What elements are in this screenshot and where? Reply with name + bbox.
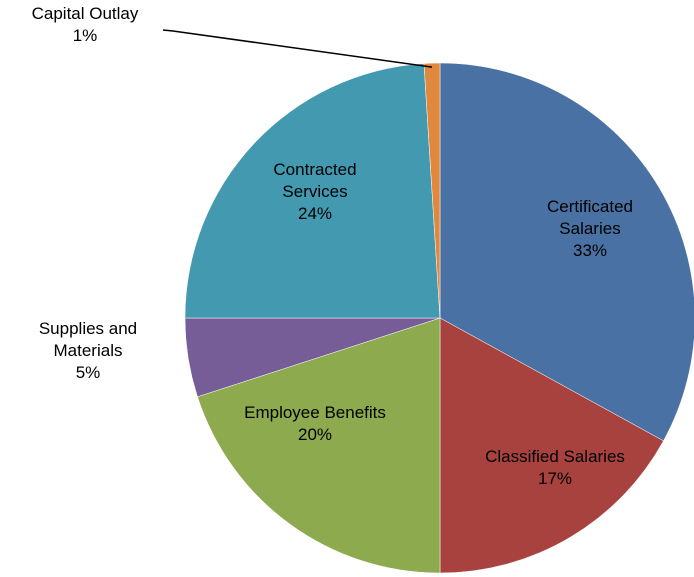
slice-label: Contracted Services 24% [250, 159, 380, 225]
slice-name: Supplies and Materials [38, 319, 138, 360]
slice-name: Employee Benefits [244, 403, 386, 422]
slice-percent: 1% [72, 26, 98, 45]
slice-label: Supplies and Materials 5% [23, 318, 153, 384]
slice-percent: 5% [75, 363, 101, 382]
slice-percent: 24% [297, 204, 333, 223]
pie-slice [197, 317, 441, 574]
pie-slice [439, 62, 694, 442]
slice-name: Contracted Services [273, 160, 357, 201]
slice-percent: 33% [572, 241, 608, 260]
slice-percent: 17% [537, 469, 573, 488]
leader-line [162, 29, 433, 68]
pie-slice [184, 63, 441, 319]
pie-slice [423, 62, 441, 319]
slice-label: Capital Outlay 1% [0, 3, 185, 47]
slice-label: Classified Salaries 17% [445, 446, 665, 490]
slice-percent: 20% [297, 425, 333, 444]
pie-slice [439, 317, 664, 574]
slice-name: Capital Outlay [31, 4, 139, 23]
slice-label: Certificated Salaries 33% [525, 196, 655, 262]
slice-name: Certificated Salaries [547, 197, 633, 238]
slice-name: Classified Salaries [485, 447, 625, 466]
slice-label: Employee Benefits 20% [205, 402, 425, 446]
